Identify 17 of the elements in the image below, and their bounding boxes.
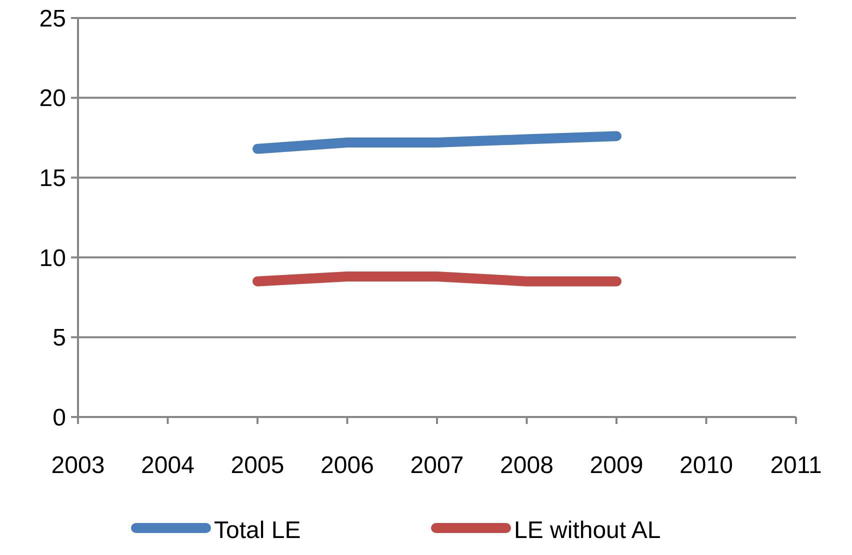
- x-tick-label: 2004: [141, 452, 194, 479]
- x-tick-label: 2007: [410, 452, 464, 479]
- y-tick-label: 15: [39, 165, 66, 192]
- y-tick-label: 25: [39, 5, 66, 32]
- legend-label: Total LE: [214, 517, 301, 544]
- x-tick-label: 2009: [590, 452, 644, 479]
- y-tick-label: 10: [39, 244, 66, 272]
- y-tick-label: 20: [39, 85, 66, 112]
- x-tick-label: 2008: [500, 452, 554, 479]
- x-tick-label: 2011: [770, 452, 822, 479]
- y-tick-label: 0: [52, 404, 66, 432]
- legend-label: LE without AL: [514, 517, 661, 544]
- x-tick-label: 2006: [320, 452, 374, 479]
- y-tick-label: 5: [52, 324, 66, 352]
- x-tick-label: 2010: [680, 452, 733, 479]
- x-tick-label: 2005: [230, 452, 284, 479]
- x-tick-label: 2003: [51, 452, 105, 479]
